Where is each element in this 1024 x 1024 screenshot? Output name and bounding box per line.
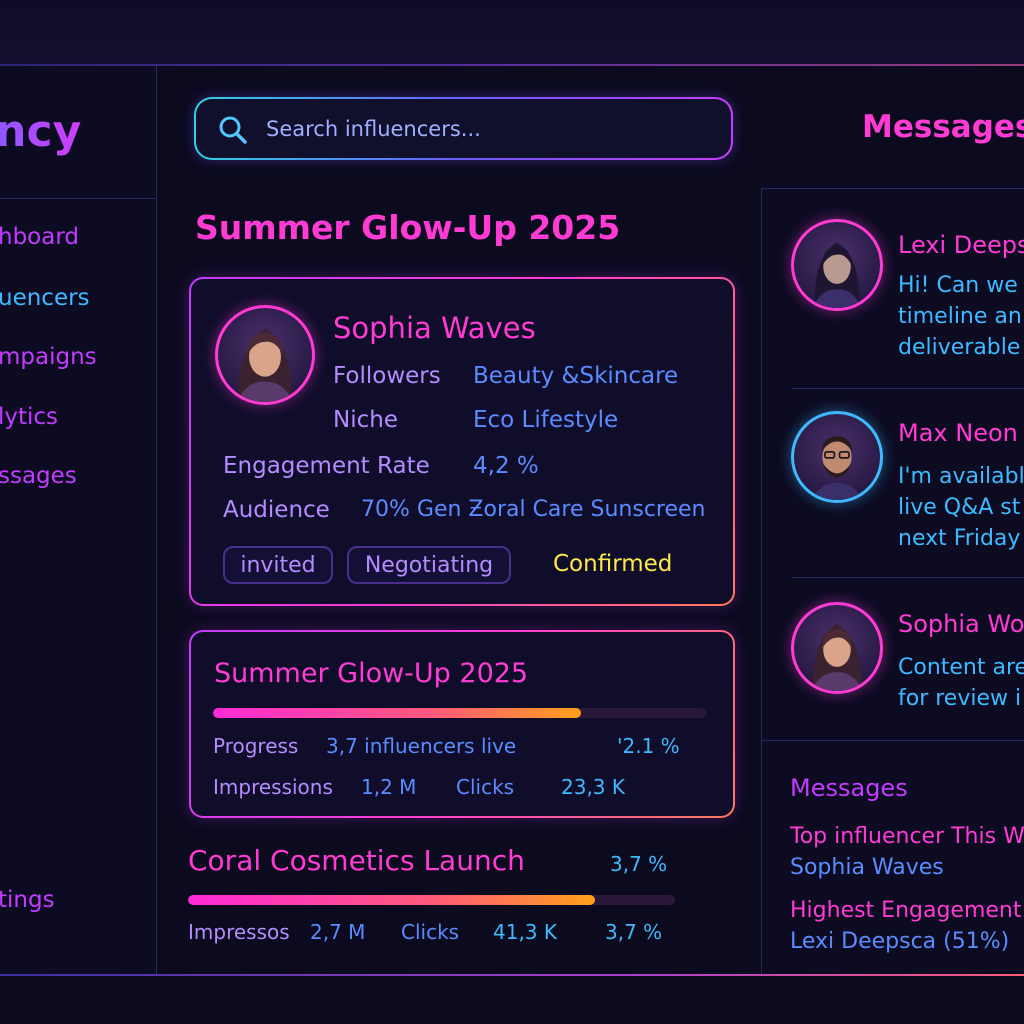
nav-settings[interactable]: tings — [0, 887, 55, 913]
impressions-label: Impressions — [213, 775, 333, 799]
niche-label: Niche — [333, 407, 398, 433]
thread-divider — [792, 388, 1024, 389]
summary-item-value[interactable]: Lexi Deepsca (51%) — [790, 929, 1010, 954]
campaign-card[interactable]: Summer Glow-Up 2025 Progress 3,7 influen… — [189, 630, 735, 818]
campaign-two-progress-fill — [188, 895, 595, 905]
brand-logo: uency — [0, 106, 81, 157]
campaign-two-impressions-value: 2,7 M — [310, 920, 366, 944]
progress-percent: ꞌ2.1 % — [617, 734, 680, 758]
thread-name[interactable]: Max Neon — [898, 419, 1018, 447]
page-title: Summer Glow-Up 2025 — [195, 208, 621, 247]
avatar — [791, 411, 883, 503]
influencer-card[interactable]: Sophia Waves Followers Beauty &Skincare … — [189, 277, 735, 606]
campaign-progress-bar — [213, 708, 707, 718]
progress-label: Progress — [213, 734, 299, 758]
thread-divider — [792, 577, 1024, 578]
search-input[interactable] — [266, 113, 706, 145]
avatar — [215, 305, 315, 405]
summary-item-label: Top influencer This W — [790, 824, 1024, 849]
thread-name[interactable]: Lexi Deeps — [898, 231, 1024, 259]
thread-preview-line: timeline an — [898, 304, 1022, 329]
thread-preview-line: for review i — [898, 686, 1022, 711]
followers-value: Beauty &Skincare — [473, 363, 679, 389]
campaign-card-title: Summer Glow-Up 2025 — [214, 658, 529, 689]
thread-preview-line: live Q&A st — [898, 495, 1021, 520]
niche-value: Eco Lifestyle — [473, 407, 619, 433]
thread-preview-line: Hi! Can we — [898, 273, 1018, 298]
panel-divider — [762, 740, 1024, 741]
summary-item-label: Highest Engagement — [790, 898, 1022, 923]
thread-name[interactable]: Sophia Wo — [898, 610, 1024, 638]
campaign-two-percent-top: 3,7 % — [610, 852, 668, 876]
engagement-value: 4,2 % — [473, 453, 539, 479]
summary-item-value[interactable]: Sophia Waves — [790, 855, 944, 880]
search-bar[interactable] — [194, 97, 733, 160]
nav-dashboard[interactable]: hboard — [0, 224, 79, 250]
top-band — [0, 0, 1024, 64]
bottom-divider — [0, 974, 1024, 976]
messages-panel — [761, 188, 1024, 974]
nav-campaigns[interactable]: mpaigns — [0, 344, 97, 370]
followers-label: Followers — [333, 363, 441, 389]
thread-preview-line: deliverable — [898, 335, 1021, 360]
engagement-label: Engagement Rate — [223, 453, 430, 479]
thread-preview-line: I'm availabl — [898, 464, 1024, 489]
nav-influencers[interactable]: uencers — [0, 285, 90, 311]
campaign-progress-fill — [213, 708, 582, 718]
impressions-value: 1,2 M — [361, 775, 417, 799]
campaign-two-clicks-value: 41,3 K — [493, 920, 558, 944]
summary-title: Messages — [790, 774, 908, 802]
influencer-name[interactable]: Sophia Waves — [333, 311, 536, 345]
status-confirmed-badge[interactable]: Confirmed — [553, 551, 673, 577]
thread-preview-line: Content are — [898, 655, 1024, 680]
clicks-value: 23,3 K — [561, 775, 626, 799]
campaign-two-clicks-label: Clicks — [401, 920, 460, 944]
sidebar-divider — [0, 198, 156, 199]
avatar — [791, 219, 883, 311]
campaign-two-title[interactable]: Coral Cosmetics Launch — [188, 844, 525, 877]
nav-analytics[interactable]: lytics — [0, 404, 59, 430]
audience-value: 70% Gen Ƶoral Care Sunscreen — [361, 497, 706, 522]
clicks-label: Clicks — [456, 775, 515, 799]
campaign-two-percent: 3,7 % — [605, 920, 663, 944]
nav-messages[interactable]: ssages — [0, 463, 77, 489]
campaign-two-progress-bar — [188, 895, 675, 905]
progress-value: 3,7 influencers live — [326, 734, 517, 758]
sidebar: uency hboard uencers mpaigns lytics ssag… — [0, 66, 157, 974]
status-negotiating-badge[interactable]: Negotiating — [347, 546, 511, 584]
status-invited-badge[interactable]: invited — [223, 546, 333, 584]
audience-label: Audience — [223, 497, 330, 523]
search-icon — [218, 115, 248, 145]
messages-title: Messages — [862, 109, 1024, 145]
campaign-two-impressions-label: Impressos — [188, 920, 290, 944]
thread-preview-line: next Friday — [898, 526, 1021, 551]
top-divider — [0, 64, 1024, 66]
avatar — [791, 602, 883, 694]
